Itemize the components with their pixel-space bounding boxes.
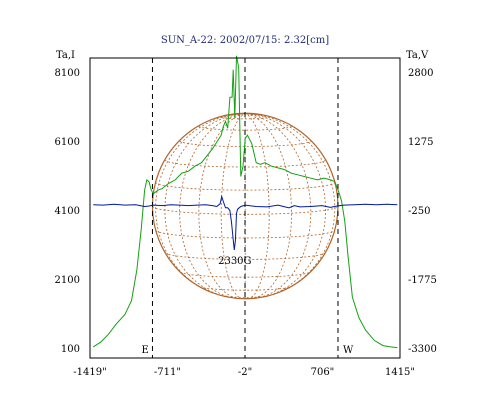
left-tick-label: 100: [61, 344, 80, 355]
latitude-line: [199, 286, 292, 291]
marker-label-e: E: [141, 345, 148, 356]
left-tick-label: 4100: [55, 206, 80, 217]
left-tick-label: 6100: [55, 137, 80, 148]
series-line-1: [92, 55, 398, 349]
longitude-line: [155, 113, 246, 294]
x-tick-label: -1419": [73, 367, 106, 378]
right-axis-label: Ta,V: [406, 50, 429, 61]
x-tick-label: -711": [154, 367, 181, 378]
marker-label-w: W: [343, 345, 354, 356]
right-tick-label: 2800: [408, 68, 433, 79]
longitude-line: [245, 113, 312, 299]
annotations: 2330G: [218, 256, 251, 267]
longitude-line: [220, 113, 246, 300]
longitude-line: [179, 113, 246, 299]
series-lines: [92, 55, 398, 349]
left-tick-label: 8100: [55, 68, 80, 79]
plot-frame: [89, 57, 401, 359]
right-tick-label: -3300: [408, 344, 437, 355]
longitude-line: [245, 113, 336, 294]
longitude-line: [198, 113, 246, 299]
chart-title: SUN_A-22: 2002/07/15: 2.32[cm]: [161, 35, 329, 46]
right-tick-label: -250: [408, 206, 430, 217]
x-tick-label: 706": [311, 367, 335, 378]
left-axis-label: Ta,I: [56, 50, 75, 61]
x-tick-label: -2": [238, 367, 252, 378]
left-tick-label: 2100: [55, 275, 80, 286]
right-tick-label: 1275: [408, 137, 433, 148]
annotation-label: 2330G: [218, 256, 251, 267]
tick-labels: -1419" -711" -2" 706" 1415" 100 2100 4100 6100 81…: [55, 68, 437, 378]
series-line-2: [93, 194, 398, 250]
right-tick-label: -1775: [408, 275, 437, 286]
x-tick-label: 1415": [385, 367, 415, 378]
longitude-line: [245, 113, 270, 300]
longitude-line: [245, 113, 327, 298]
